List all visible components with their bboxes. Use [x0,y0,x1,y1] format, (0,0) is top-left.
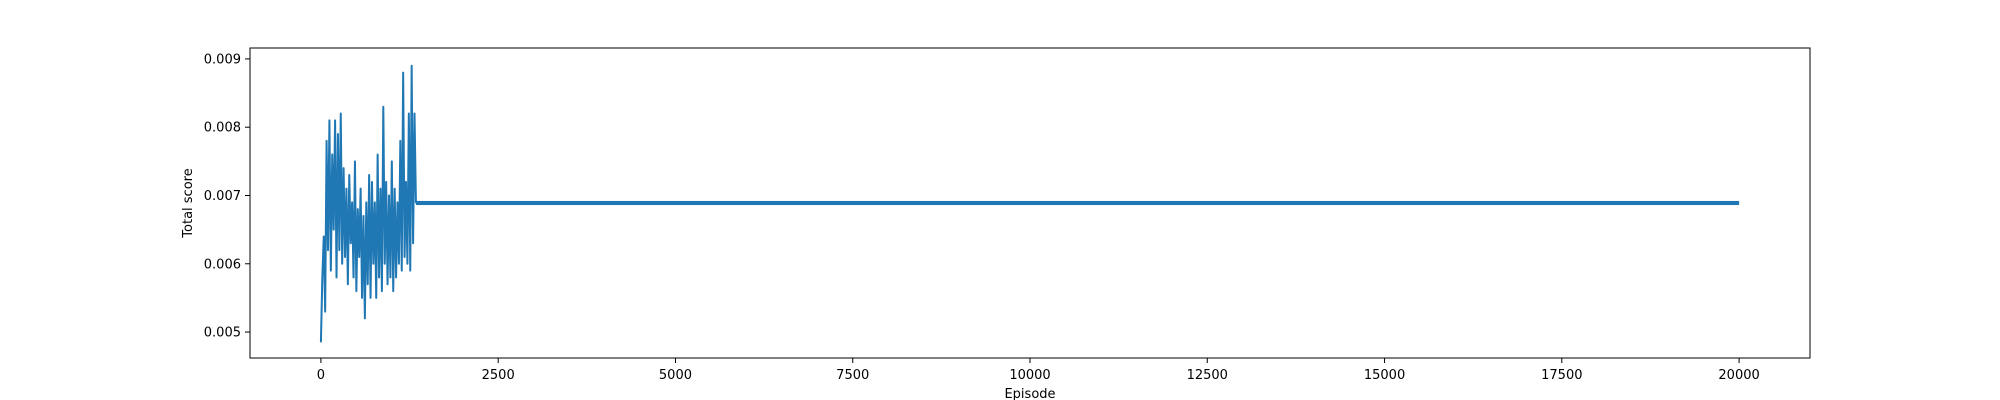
y-tick-label: 0.006 [204,257,241,272]
x-axis-label: Episode [1004,387,1055,400]
y-tick-label: 0.005 [204,326,241,341]
x-tick-label: 15000 [1364,368,1405,383]
series-line [319,64,1740,343]
y-tick-label: 0.007 [204,189,241,204]
y-axis-ticks: 0.005 0.006 0.007 0.008 0.009 [204,52,250,341]
y-axis-label: Total score [181,168,196,238]
x-tick-label: 2500 [482,368,515,383]
x-tick-label: 17500 [1541,368,1582,383]
x-axis-ticks: 0 2500 5000 7500 10000 12500 15000 17500 20000 [317,358,1760,383]
x-tick-label: 7500 [836,368,869,383]
x-tick-label: 5000 [659,368,692,383]
x-tick-label: 0 [317,368,325,383]
y-tick-label: 0.008 [204,121,241,136]
x-tick-label: 10000 [1009,368,1050,383]
y-tick-label: 0.009 [204,52,241,67]
x-tick-label: 20000 [1718,368,1759,383]
series-layer [319,64,1740,343]
x-tick-label: 12500 [1187,368,1228,383]
